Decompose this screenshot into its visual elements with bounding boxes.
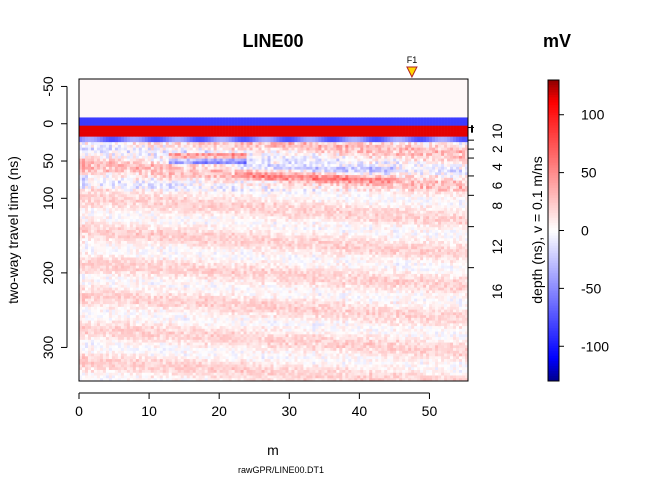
axes-group: 0 10 20 30 40 50 -50 0 50 100 200 300 10 2 4 6 8 12 16	[40, 66, 505, 419]
depth-tick-label: 16	[489, 284, 505, 300]
x-axis-label: m	[267, 442, 279, 458]
y-tick-label: 300	[40, 336, 56, 360]
y-tick-label: 200	[40, 261, 56, 285]
file-caption: rawGPR/LINE00.DT1	[238, 465, 324, 475]
depth-tick-label: 12	[489, 239, 505, 255]
colorbar-tick-label: -100	[581, 338, 609, 354]
x-tick-label: 20	[211, 403, 227, 419]
depth-tick-label: 8	[489, 202, 505, 210]
y-tick-label: 0	[40, 120, 56, 128]
colorbar-tick-label: 50	[581, 165, 597, 181]
radargram-image	[79, 79, 469, 382]
chart-title: LINE00	[242, 31, 303, 51]
depth-tick-label: 10	[489, 123, 505, 139]
colorbar-tick-label: -50	[581, 280, 601, 296]
colorbar-tick-label: 0	[581, 223, 589, 239]
colorbar: 100 50 0 -50 -100	[547, 79, 609, 382]
plot-frame	[78, 78, 469, 382]
x-tick-label: 50	[422, 403, 438, 419]
marker-f1-icon	[406, 66, 418, 79]
x-tick-label: 30	[281, 403, 297, 419]
y-tick-label: 100	[40, 186, 56, 210]
marker-label: F1	[407, 55, 418, 65]
colorbar-tick-label: 100	[581, 107, 605, 123]
depth-tick-label: 2	[489, 145, 505, 153]
x-tick-label: 40	[352, 403, 368, 419]
x-tick-label: 0	[75, 403, 83, 419]
depth-tick-label: 6	[489, 182, 505, 190]
y-axis-label: two-way travel time (ns)	[5, 156, 21, 304]
depth-tick-label: 4	[489, 163, 505, 171]
x-tick-label: 10	[141, 403, 157, 419]
depth-axis-label: depth (ns), v = 0.1 m/ns	[529, 156, 545, 303]
colorbar-title: mV	[543, 31, 571, 51]
y-tick-label: -50	[40, 76, 56, 96]
y-tick-label: 50	[40, 153, 56, 169]
